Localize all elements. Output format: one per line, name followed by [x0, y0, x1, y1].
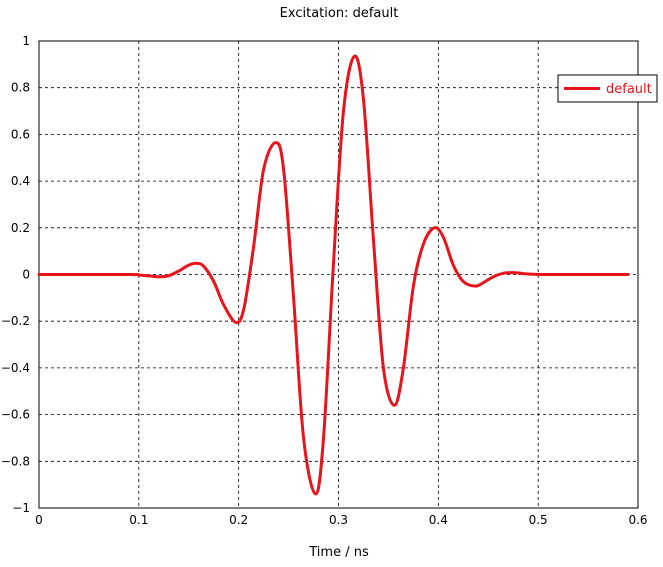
legend[interactable]: default [557, 74, 658, 103]
y-tick-label: 0.8 [11, 81, 30, 95]
y-tick-label: −0.8 [1, 454, 30, 468]
x-tick-label: 0.3 [329, 513, 348, 527]
x-axis-label: Time / ns [308, 545, 369, 560]
y-tick-label: 0.6 [11, 127, 30, 141]
x-tick-label: 0.6 [628, 513, 647, 527]
y-tick-label: 0.2 [11, 221, 30, 235]
y-tick-label: −0.6 [1, 408, 30, 422]
chart-title: Excitation: default [280, 6, 399, 21]
y-tick-label: 0.4 [11, 174, 30, 188]
y-tick-label: 1 [22, 34, 30, 48]
x-tick-label: 0.2 [229, 513, 248, 527]
y-tick-labels: 1 0.8 0.6 0.4 0.2 0 −0.2 −0.4 −0.6 −0.8 −1 [1, 34, 30, 515]
series-line-default [37, 54, 630, 496]
x-tick-label: 0.4 [429, 513, 448, 527]
y-tick-label: −1 [12, 501, 30, 515]
y-tick-label: −0.2 [1, 314, 30, 328]
y-tick-label: −0.4 [1, 361, 30, 375]
y-tick-label: 0 [22, 268, 30, 282]
x-tick-label: 0.1 [129, 513, 148, 527]
x-tick-label: 0 [35, 513, 43, 527]
series-layer [37, 54, 630, 496]
legend-label-default: default [606, 82, 652, 97]
x-tick-labels: 0 0.1 0.2 0.3 0.4 0.5 0.6 [35, 513, 647, 527]
x-tick-label: 0.5 [529, 513, 548, 527]
